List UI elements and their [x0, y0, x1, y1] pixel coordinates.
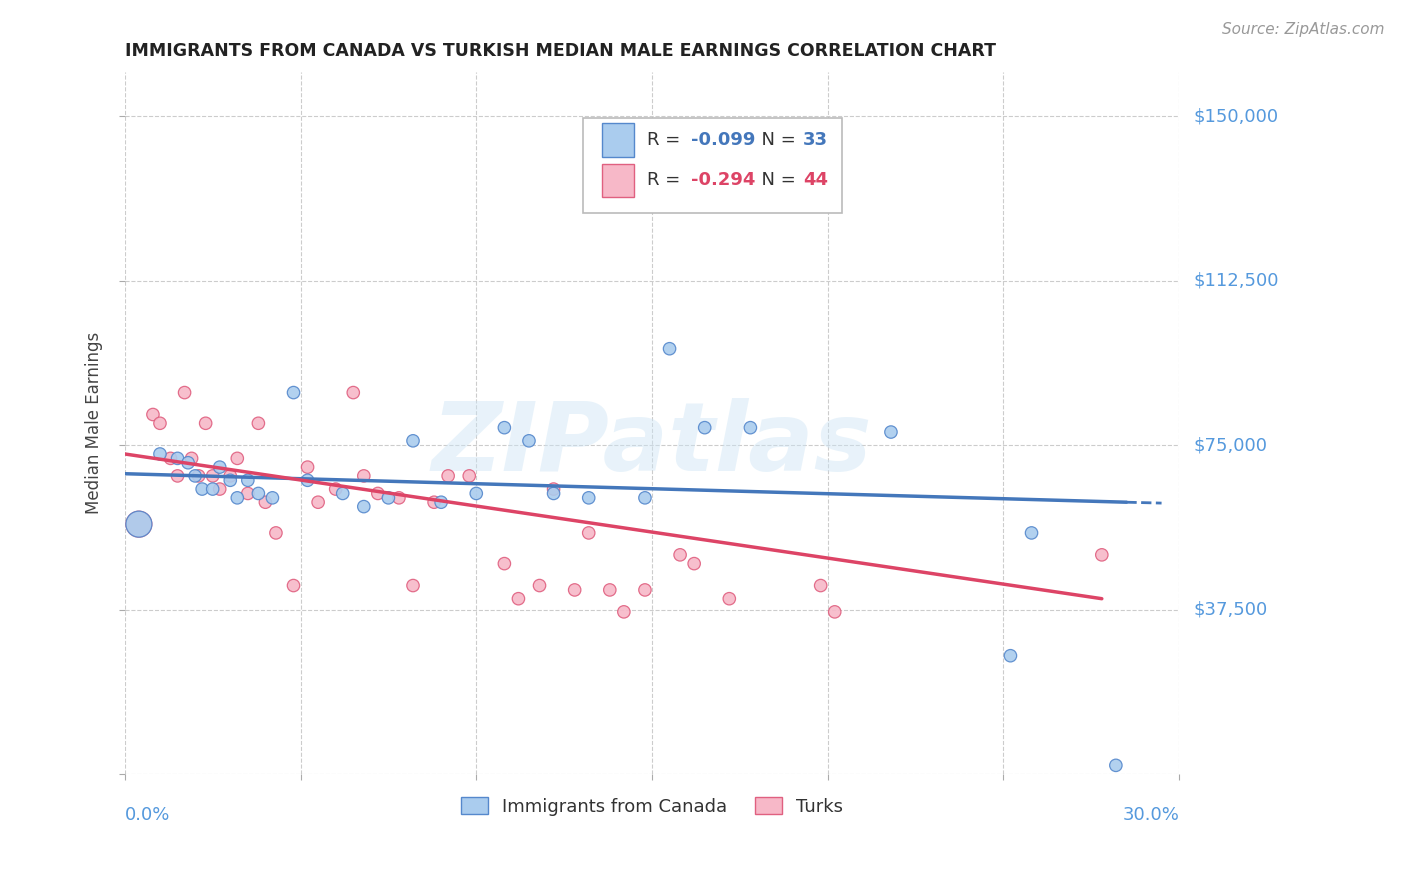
Point	[564, 582, 586, 597]
Text: R =: R =	[647, 171, 686, 189]
Point	[184, 469, 207, 483]
Point	[262, 491, 284, 505]
Point	[219, 473, 242, 487]
Point	[402, 434, 425, 448]
Point	[226, 491, 249, 505]
Point	[693, 420, 716, 434]
Point	[166, 451, 188, 466]
Point	[367, 486, 389, 500]
Point	[201, 482, 224, 496]
Point	[254, 495, 277, 509]
Legend: Immigrants from Canada, Turks: Immigrants from Canada, Turks	[451, 789, 852, 825]
Point	[208, 482, 231, 496]
FancyBboxPatch shape	[583, 118, 842, 213]
Text: N =: N =	[749, 171, 801, 189]
Point	[128, 517, 150, 532]
Point	[353, 469, 375, 483]
Point	[508, 591, 530, 606]
Point	[142, 408, 165, 422]
Point	[283, 385, 305, 400]
Text: N =: N =	[749, 131, 801, 149]
Point	[578, 525, 600, 540]
Point	[332, 486, 354, 500]
Point	[718, 591, 741, 606]
Text: 30.0%: 30.0%	[1122, 805, 1180, 823]
Text: IMMIGRANTS FROM CANADA VS TURKISH MEDIAN MALE EARNINGS CORRELATION CHART: IMMIGRANTS FROM CANADA VS TURKISH MEDIAN…	[125, 42, 995, 60]
Point	[307, 495, 329, 509]
Point	[578, 491, 600, 505]
Point	[208, 460, 231, 475]
Point	[180, 451, 202, 466]
Point	[437, 469, 460, 483]
Point	[201, 469, 224, 483]
Point	[297, 460, 319, 475]
Point	[236, 486, 259, 500]
Point	[187, 469, 209, 483]
Point	[149, 417, 172, 431]
Point	[740, 420, 762, 434]
Point	[191, 482, 214, 496]
Point	[264, 525, 287, 540]
Point	[297, 473, 319, 487]
Point	[458, 469, 481, 483]
Text: $37,500: $37,500	[1194, 600, 1267, 619]
Text: -0.294: -0.294	[690, 171, 755, 189]
Text: R =: R =	[647, 131, 686, 149]
Point	[517, 434, 540, 448]
Point	[247, 486, 270, 500]
Point	[1105, 758, 1128, 772]
Point	[824, 605, 846, 619]
Point	[402, 578, 425, 592]
Text: $150,000: $150,000	[1194, 107, 1278, 125]
Point	[658, 342, 681, 356]
Point	[465, 486, 488, 500]
Point	[543, 486, 565, 500]
Text: ZIPatlas: ZIPatlas	[432, 398, 872, 491]
FancyBboxPatch shape	[602, 123, 634, 157]
Point	[1021, 525, 1043, 540]
Point	[353, 500, 375, 514]
Point	[219, 469, 242, 483]
Point	[325, 482, 347, 496]
Point	[634, 491, 657, 505]
Point	[543, 482, 565, 496]
Point	[159, 451, 181, 466]
Point	[494, 420, 516, 434]
Point	[388, 491, 411, 505]
Point	[669, 548, 692, 562]
Point	[194, 417, 217, 431]
Point	[166, 469, 188, 483]
Point	[177, 456, 200, 470]
Text: 44: 44	[803, 171, 828, 189]
Text: -0.099: -0.099	[690, 131, 755, 149]
Point	[430, 495, 453, 509]
Point	[613, 605, 636, 619]
Text: $75,000: $75,000	[1194, 436, 1267, 454]
Point	[1091, 548, 1114, 562]
Point	[247, 417, 270, 431]
Point	[283, 578, 305, 592]
Point	[226, 451, 249, 466]
Point	[880, 425, 903, 439]
Point	[236, 473, 259, 487]
Point	[173, 385, 195, 400]
Point	[529, 578, 551, 592]
Text: 0.0%: 0.0%	[125, 805, 170, 823]
Point	[599, 582, 621, 597]
Point	[342, 385, 364, 400]
Point	[149, 447, 172, 461]
Point	[423, 495, 446, 509]
Y-axis label: Median Male Earnings: Median Male Earnings	[86, 332, 103, 515]
Point	[377, 491, 399, 505]
Point	[634, 582, 657, 597]
Text: 33: 33	[803, 131, 828, 149]
Point	[683, 557, 706, 571]
Text: Source: ZipAtlas.com: Source: ZipAtlas.com	[1222, 22, 1385, 37]
Point	[1000, 648, 1022, 663]
Text: $112,500: $112,500	[1194, 272, 1278, 290]
Point	[128, 517, 150, 532]
Point	[810, 578, 832, 592]
FancyBboxPatch shape	[602, 163, 634, 197]
Point	[494, 557, 516, 571]
